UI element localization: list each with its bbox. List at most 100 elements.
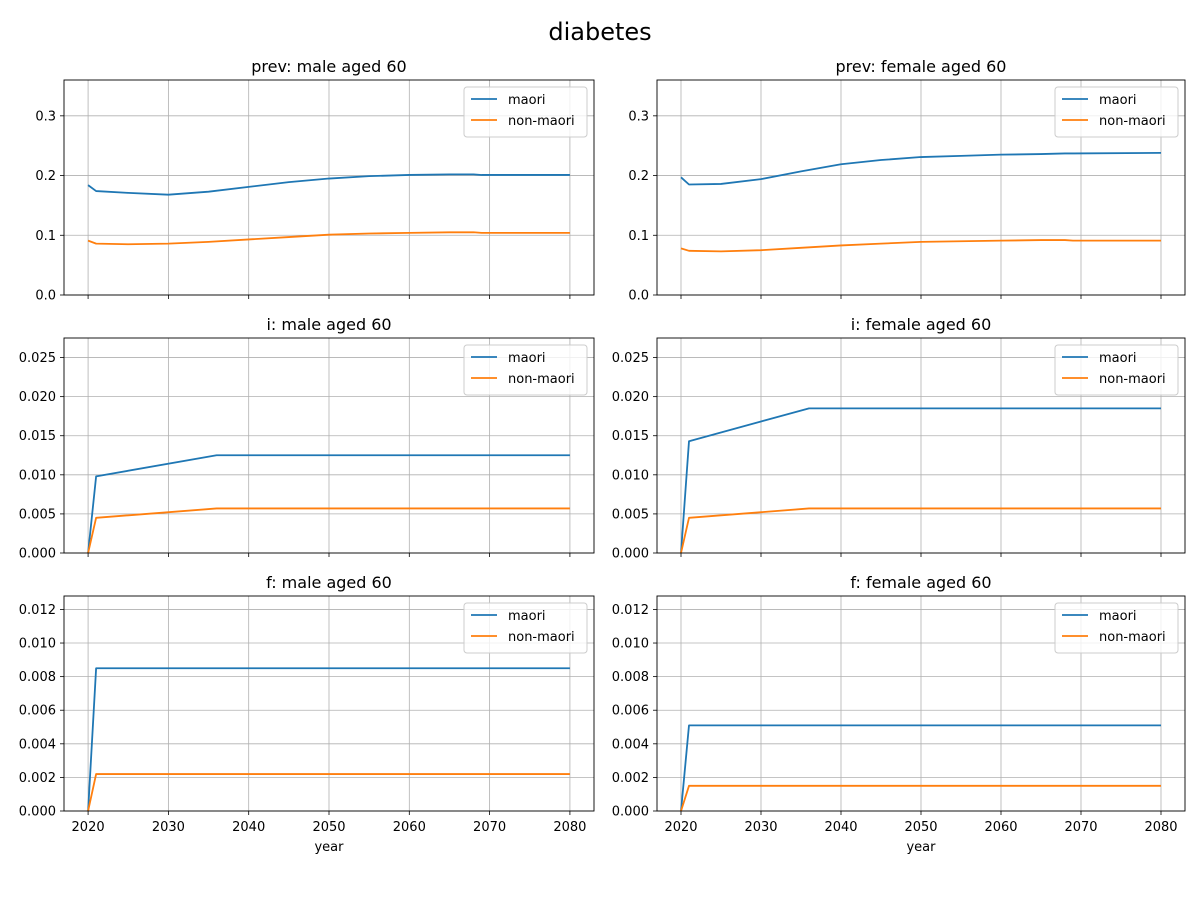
axes-frame [63,337,595,554]
y-tick-label: 0.015 [612,429,649,444]
series-line-maori [680,724,1161,811]
series-line-maori [87,667,570,811]
y-tick-label: 0.000 [612,805,649,820]
subplot-title: prev: male aged 60 [251,57,406,76]
y-tick-label: 0.006 [19,704,56,719]
y-tick-label: 0.010 [612,637,649,652]
subplot-grid: prev: male aged 60 0.0 0.1 0.2 0.3 maori non-m… [19,57,1186,855]
y-tick-label: 0.012 [19,603,56,618]
legend-label: maori [1099,351,1137,366]
legend: maori non-maori [1054,602,1179,654]
x-tick-label: 2060 [393,820,426,835]
subplot-title: i: female aged 60 [851,315,992,334]
y-tick-label: 0.0 [35,289,56,304]
y-tick-label: 0.004 [19,737,56,752]
y-tick-label: 0.3 [35,109,56,124]
axes-frame [63,79,595,296]
series-line-non-maori [680,239,1161,253]
y-tick-label: 0.3 [628,109,649,124]
legend-label: maori [1099,93,1137,108]
y-tick-label: 0.015 [19,429,56,444]
subplot-title: f: female aged 60 [850,573,991,592]
legend-label: maori [508,351,546,366]
x-tick-label: 2040 [824,820,857,835]
series-line-maori [680,407,1161,553]
series-line-maori [87,173,570,196]
x-tick-label: 2080 [1144,820,1177,835]
axes-frame [656,79,1186,296]
legend: maori non-maori [463,602,588,654]
x-tick-label: 2060 [984,820,1017,835]
series-line-maori [680,151,1162,186]
series-line-non-maori [680,784,1161,811]
x-tick-label: 2050 [312,820,345,835]
x-tick-label: 2050 [904,820,937,835]
series-line-non-maori [87,231,570,246]
y-tick-label: 0.005 [19,507,56,522]
legend: maori non-maori [1054,86,1179,138]
x-tick-label: 2040 [232,820,265,835]
series-line-non-maori [87,507,570,553]
y-tick-label: 0.020 [612,390,649,405]
x-tick-label: 2030 [152,820,185,835]
legend-label: non-maori [508,114,575,129]
legend: maori non-maori [463,86,588,138]
legend: maori non-maori [1054,344,1179,396]
y-tick-label: 0.025 [19,351,56,366]
subplot-2: prev: female aged 60 0.0 0.1 0.2 0.3 maori non… [628,57,1186,304]
y-tick-label: 0.1 [628,229,649,244]
y-tick-label: 0.1 [35,229,56,244]
subplot-title: i: male aged 60 [266,315,391,334]
y-tick-label: 0.012 [612,603,649,618]
legend-label: non-maori [1099,114,1166,129]
x-tick-label: 2020 [664,820,697,835]
y-tick-label: 0.020 [19,390,56,405]
y-tick-label: 0.005 [612,507,649,522]
legend-label: maori [508,609,546,624]
series-line-non-maori [680,507,1161,553]
y-tick-label: 0.000 [19,547,56,562]
x-axis-label: year [314,840,344,855]
legend-label: non-maori [1099,630,1166,645]
axes-frame [63,595,595,812]
y-tick-label: 0.2 [35,169,56,184]
legend-label: maori [508,93,546,108]
y-tick-label: 0.0 [628,289,649,304]
y-tick-label: 0.025 [612,351,649,366]
x-axis-label: year [906,840,936,855]
y-tick-label: 0.010 [19,468,56,483]
x-tick-label: 2030 [744,820,777,835]
y-tick-label: 0.008 [19,670,56,685]
y-tick-label: 0.002 [612,771,649,786]
subplot-title: prev: female aged 60 [836,57,1007,76]
subplot-5: f: male aged 60 2020 2030 2040 2050 2060 2070 2… [19,573,595,855]
legend-label: non-maori [508,372,575,387]
legend-label: maori [1099,609,1137,624]
y-tick-label: 0.008 [612,670,649,685]
subplot-1: prev: male aged 60 0.0 0.1 0.2 0.3 maori non-m… [35,57,595,304]
legend: maori non-maori [463,344,588,396]
y-tick-label: 0.010 [19,637,56,652]
y-tick-label: 0.010 [612,468,649,483]
legend-label: non-maori [1099,372,1166,387]
y-tick-label: 0.000 [19,805,56,820]
subplot-title: f: male aged 60 [266,573,392,592]
series-line-non-maori [87,773,570,811]
y-tick-label: 0.002 [19,771,56,786]
subplot-4: i: female aged 60 0.000 0.005 0.010 0.015 0.0… [612,315,1186,562]
series-line-maori [87,454,570,553]
x-tick-label: 2020 [72,820,105,835]
y-tick-label: 0.004 [612,737,649,752]
subplot-3: i: male aged 60 0.000 0.005 0.010 0.015 0.020… [19,315,595,562]
x-tick-label: 2080 [553,820,586,835]
figure-title: diabetes [548,18,651,46]
legend-label: non-maori [508,630,575,645]
y-tick-label: 0.2 [628,169,649,184]
subplot-6: f: female aged 60 2020 2030 2040 2050 2060 207… [612,573,1186,855]
y-tick-label: 0.006 [612,704,649,719]
x-tick-label: 2070 [1064,820,1097,835]
x-tick-label: 2070 [473,820,506,835]
y-tick-label: 0.000 [612,547,649,562]
axes-frame [656,337,1186,554]
